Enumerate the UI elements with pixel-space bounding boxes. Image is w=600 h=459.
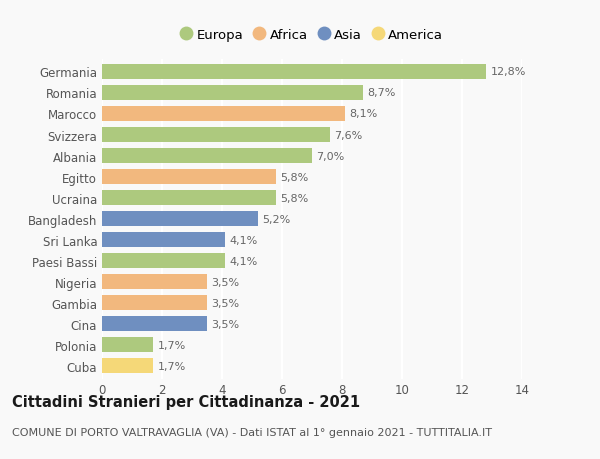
Text: 3,5%: 3,5%: [212, 277, 239, 287]
Text: COMUNE DI PORTO VALTRAVAGLIA (VA) - Dati ISTAT al 1° gennaio 2021 - TUTTITALIA.I: COMUNE DI PORTO VALTRAVAGLIA (VA) - Dati…: [12, 427, 492, 437]
Bar: [102, 274, 207, 290]
Bar: [102, 106, 345, 122]
Bar: [102, 170, 276, 185]
Text: 5,8%: 5,8%: [281, 193, 309, 203]
Text: 12,8%: 12,8%: [491, 67, 526, 77]
Bar: [102, 190, 276, 206]
Bar: [102, 128, 330, 143]
Bar: [102, 358, 153, 374]
Text: 4,1%: 4,1%: [229, 235, 258, 245]
Text: 4,1%: 4,1%: [229, 256, 258, 266]
Text: Cittadini Stranieri per Cittadinanza - 2021: Cittadini Stranieri per Cittadinanza - 2…: [12, 394, 360, 409]
Text: 1,7%: 1,7%: [157, 340, 186, 350]
Text: 5,8%: 5,8%: [281, 172, 309, 182]
Bar: [102, 253, 225, 269]
Text: 1,7%: 1,7%: [157, 361, 186, 371]
Text: 7,0%: 7,0%: [317, 151, 345, 161]
Bar: [102, 86, 363, 101]
Bar: [102, 65, 486, 80]
Text: 8,7%: 8,7%: [367, 88, 396, 98]
Text: 8,1%: 8,1%: [349, 109, 378, 119]
Bar: [102, 233, 225, 248]
Bar: [102, 212, 258, 227]
Text: 5,2%: 5,2%: [263, 214, 291, 224]
Text: 3,5%: 3,5%: [212, 298, 239, 308]
Text: 7,6%: 7,6%: [335, 130, 363, 140]
Bar: [102, 149, 312, 164]
Bar: [102, 296, 207, 311]
Bar: [102, 337, 153, 353]
Bar: [102, 317, 207, 332]
Text: 3,5%: 3,5%: [212, 319, 239, 329]
Legend: Europa, Africa, Asia, America: Europa, Africa, Asia, America: [176, 25, 448, 46]
